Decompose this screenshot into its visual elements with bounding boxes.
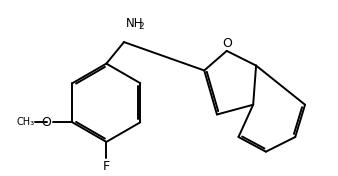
Text: F: F xyxy=(103,161,110,174)
Text: O: O xyxy=(41,116,51,129)
Text: 2: 2 xyxy=(139,22,144,31)
Text: CH₃: CH₃ xyxy=(16,117,34,127)
Text: NH: NH xyxy=(126,17,143,30)
Text: O: O xyxy=(222,37,232,50)
